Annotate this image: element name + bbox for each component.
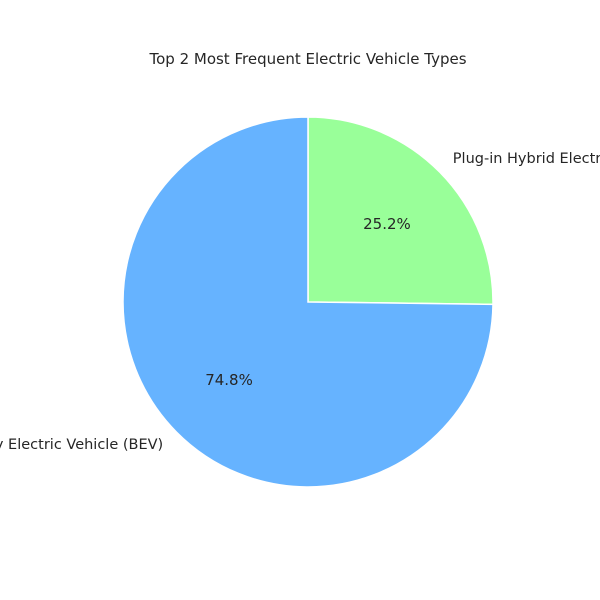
pie-slices [122, 116, 494, 488]
slice-category-label: Battery Electric Vehicle (BEV) [0, 437, 163, 453]
slice-category-label: Plug-in Hybrid Electric Vehicle (PHEV) [453, 151, 600, 167]
slice-percent-label: 74.8% [205, 371, 253, 389]
pie-slice [122, 116, 494, 488]
pie-labels: 25.2% Plug-in Hybrid Electric Vehicle (PH… [0, 151, 600, 453]
chart-title: Top 2 Most Frequent Electric Vehicle Typ… [148, 50, 466, 68]
slice-percent-label: 25.2% [363, 215, 411, 233]
pie-slice [307, 116, 494, 306]
